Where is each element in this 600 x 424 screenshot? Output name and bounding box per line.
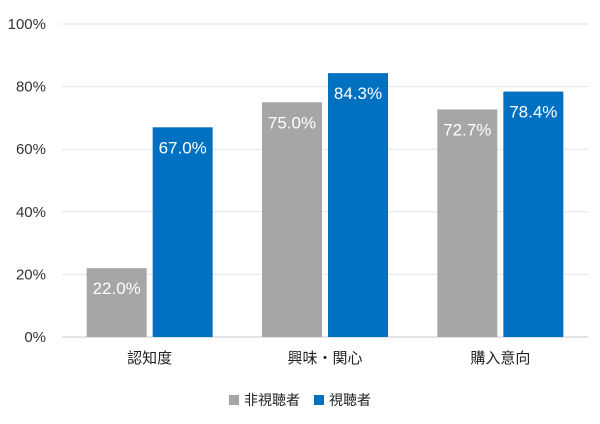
data-label: 78.4% (509, 103, 557, 122)
y-tick-label: 40% (16, 204, 46, 221)
y-tick-label: 80% (16, 79, 46, 96)
x-axis: 認知度 興味・関心 購入意向 (127, 349, 530, 367)
bar-viewer (503, 91, 564, 337)
bar-viewer (152, 127, 213, 337)
bar-non-viewer (86, 268, 147, 337)
y-axis: 0% 20% 40% 60% 80% 100% (8, 16, 46, 346)
legend-label: 視聴者 (329, 393, 371, 409)
legend-label: 非視聴者 (244, 393, 300, 409)
legend-swatch (229, 395, 239, 405)
y-tick-label: 0% (24, 329, 46, 346)
category-label: 認知度 (127, 349, 172, 367)
category-label: 興味・関心 (287, 349, 362, 367)
legend: 非視聴者 視聴者 (229, 393, 371, 409)
bar-viewer (328, 73, 388, 338)
data-label: 72.7% (443, 120, 491, 139)
bars: 22.0% 67.0% 75.0% 84.3% 72.7% 78.4% (86, 73, 564, 338)
category-label: 購入意向 (470, 349, 530, 367)
data-label: 75.0% (268, 113, 316, 132)
bar-non-viewer (437, 109, 498, 337)
y-tick-label: 100% (8, 16, 46, 33)
bar-non-viewer (262, 102, 322, 337)
y-tick-label: 20% (16, 266, 46, 283)
data-label: 84.3% (334, 84, 382, 103)
data-label: 22.0% (93, 279, 141, 298)
data-label: 67.0% (159, 138, 207, 157)
gridlines (62, 23, 588, 338)
y-tick-label: 60% (16, 141, 46, 158)
legend-swatch (314, 395, 324, 405)
